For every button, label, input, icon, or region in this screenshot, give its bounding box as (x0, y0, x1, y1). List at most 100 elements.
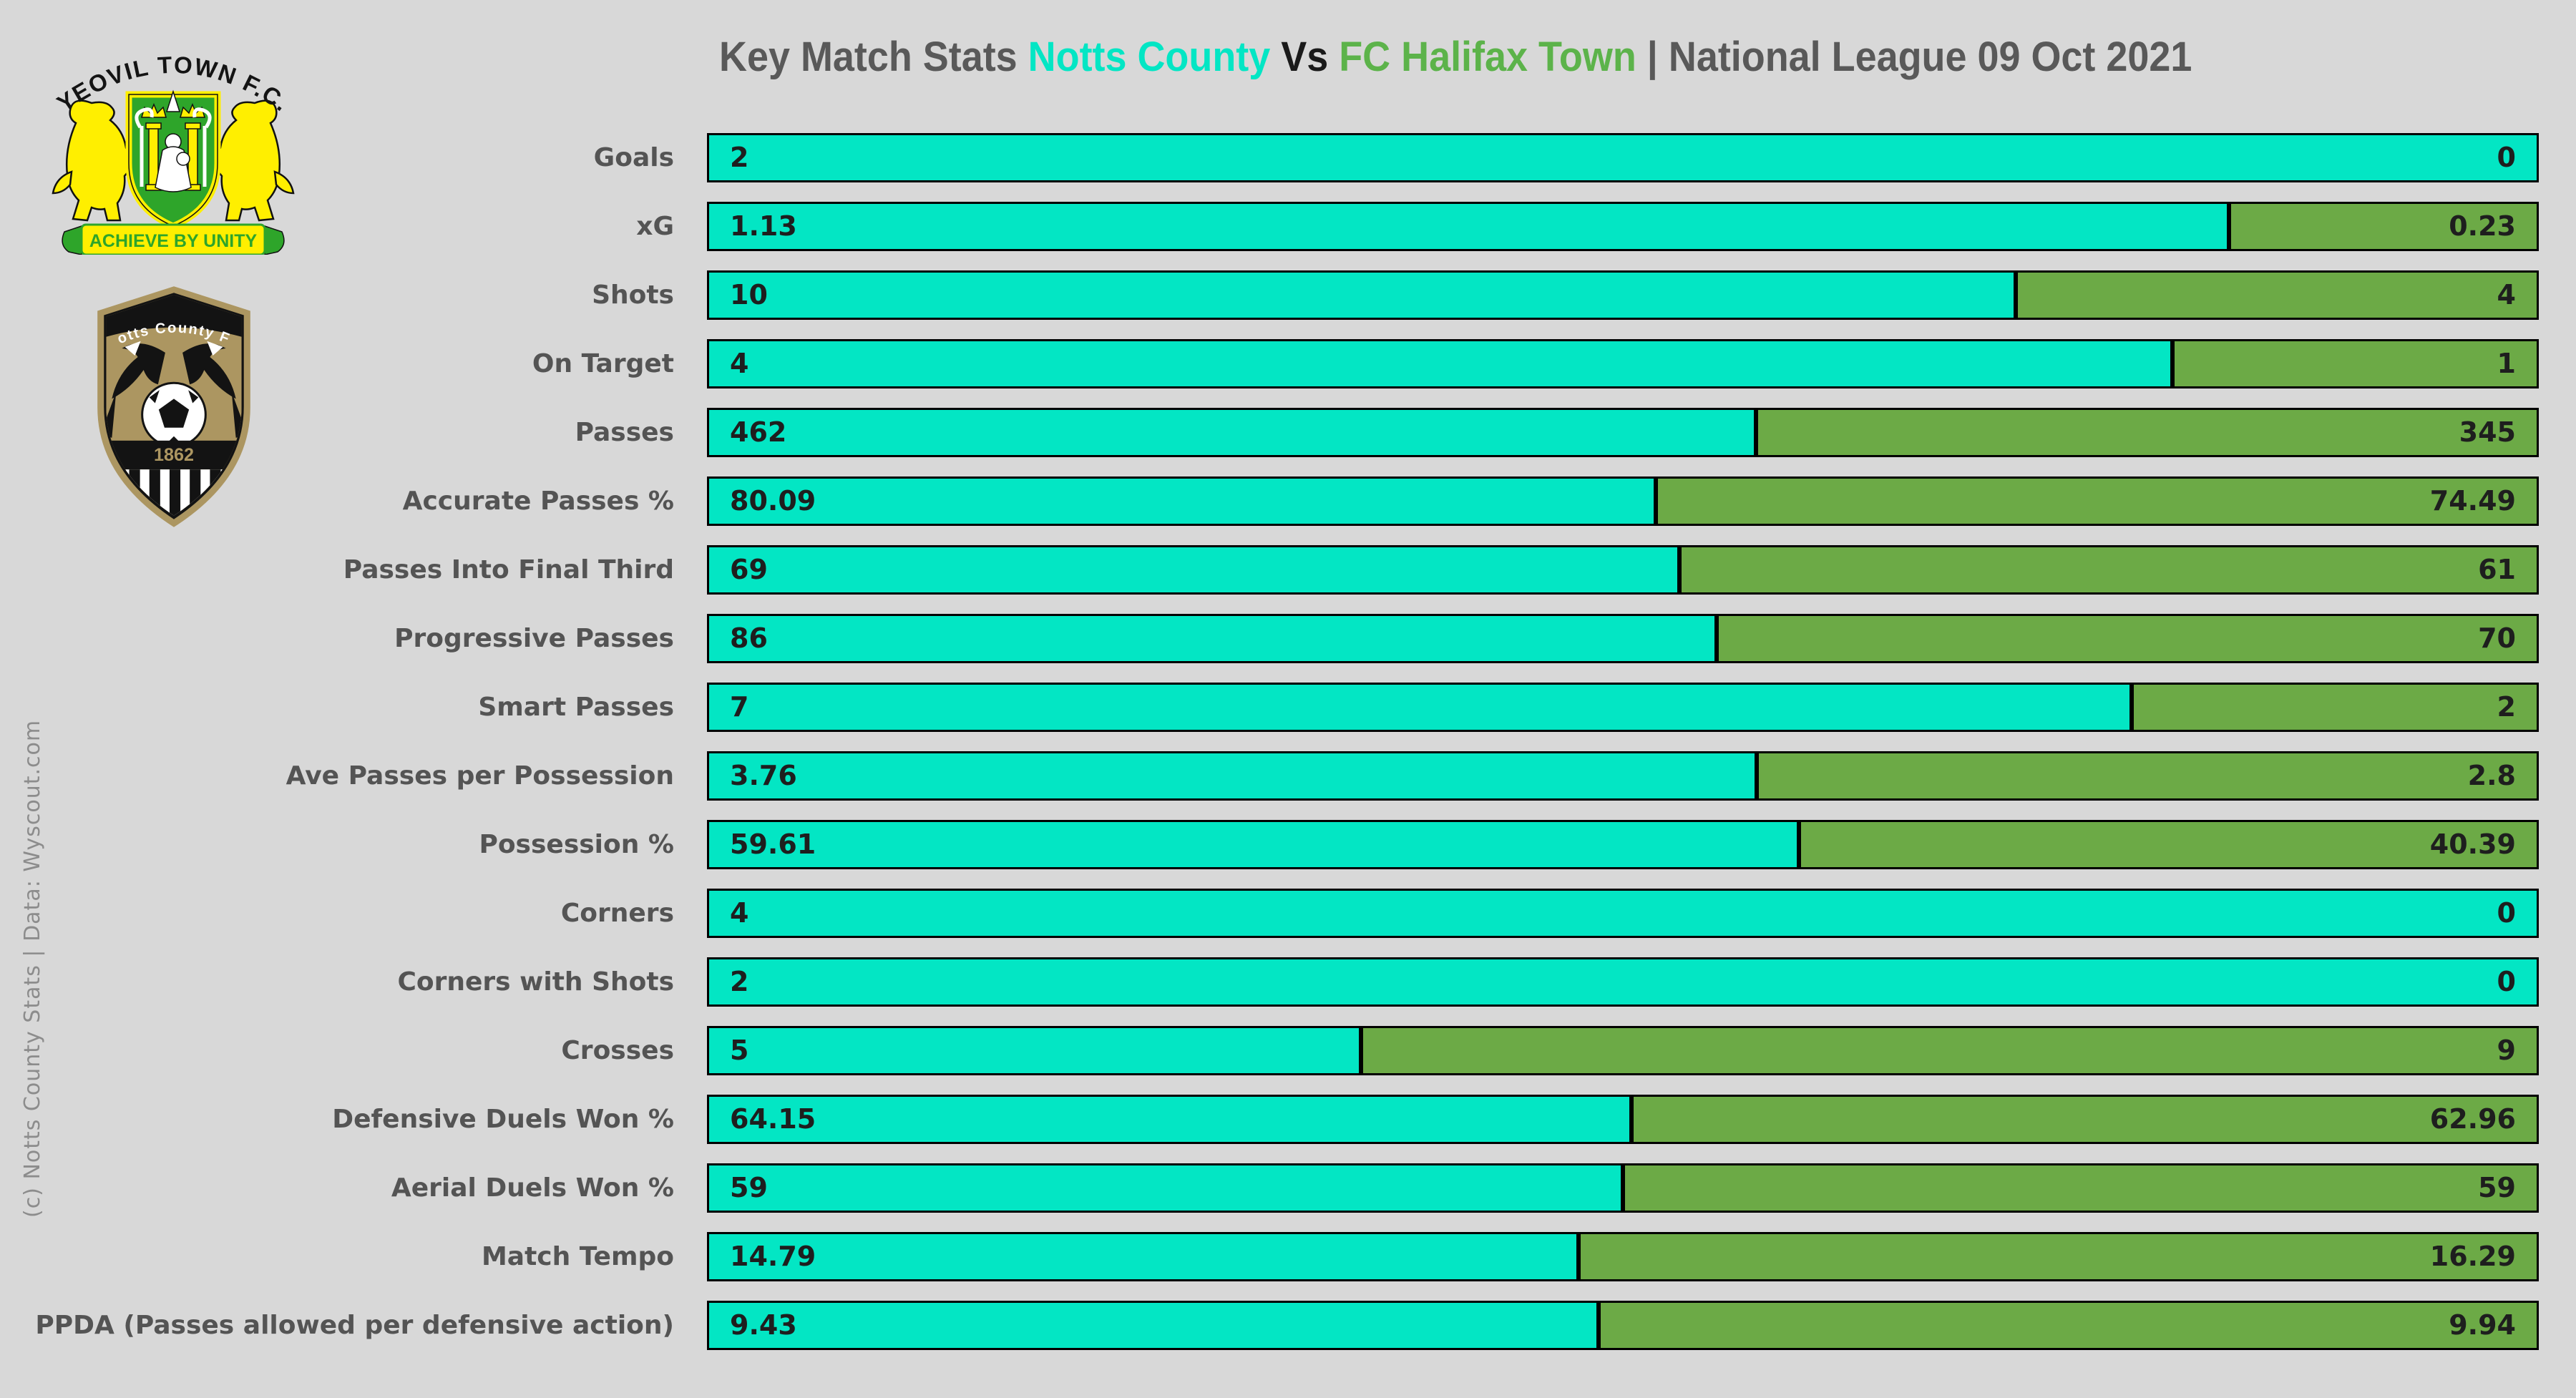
row-label: Ave Passes per Possession (286, 761, 674, 791)
value-team-a: 3.76 (730, 760, 797, 791)
row-label-cell: Shots (0, 280, 707, 310)
notts-county-crest: Notts County FC 1862 (80, 283, 250, 527)
value-team-a: 5 (730, 1035, 749, 1066)
bar-pair: 1.13 0.23 (707, 201, 2539, 251)
row-label: Corners (560, 898, 674, 928)
value-team-b: 74.49 (2429, 485, 2516, 517)
title-vs: Vs (1281, 34, 1329, 80)
bar-pair: 5 9 (707, 1025, 2539, 1075)
value-team-b: 9 (2497, 1035, 2516, 1066)
bar-team-b (1631, 1094, 2539, 1144)
row-label-cell: On Target (0, 349, 707, 378)
stat-row: xG 1.13 0.23 (0, 192, 2539, 260)
bar-pair: 14.79 16.29 (707, 1231, 2539, 1281)
value-team-a: 10 (730, 279, 768, 311)
value-team-a: 59.61 (730, 828, 816, 860)
bar-team-b (2132, 682, 2539, 732)
stat-row: Passes 462 345 (0, 398, 2539, 466)
stat-row: Crosses 5 9 (0, 1016, 2539, 1085)
value-team-b: 0 (2497, 966, 2516, 997)
bar-team-b (1623, 1163, 2539, 1213)
value-team-a: 4 (730, 897, 749, 929)
row-label-cell: Corners with Shots (0, 967, 707, 997)
row-label-cell: Progressive Passes (0, 624, 707, 653)
stat-row: On Target 4 1 (0, 329, 2539, 398)
chart-title: Key Match Stats Notts County Vs FC Halif… (719, 34, 2192, 80)
bar-team-a (707, 1025, 1362, 1075)
value-team-b: 0.23 (2449, 210, 2516, 242)
stat-row: Smart Passes 7 2 (0, 673, 2539, 741)
bar-team-b (1755, 407, 2539, 457)
value-team-b: 61 (2478, 554, 2516, 585)
stat-row: Shots 10 4 (0, 260, 2539, 329)
value-team-b: 2 (2497, 691, 2516, 723)
bar-team-a (707, 201, 2230, 251)
yeovil-shield (125, 89, 221, 230)
value-team-b: 4 (2497, 279, 2516, 311)
row-label: Accurate Passes % (402, 486, 674, 516)
football-icon (141, 381, 207, 448)
value-team-b: 0 (2497, 142, 2516, 173)
bar-team-a (707, 270, 2016, 320)
bar-team-b (1799, 819, 2539, 869)
title-prefix: Key Match Stats (719, 34, 1018, 80)
bar-pair: 69 61 (707, 544, 2539, 595)
stat-row: Passes Into Final Third 69 61 (0, 535, 2539, 604)
bar-team-a (707, 888, 2539, 938)
bar-team-b (1599, 1300, 2539, 1350)
row-label: Shots (592, 280, 674, 310)
lion-left-icon (52, 99, 150, 222)
value-team-b: 2.8 (2467, 760, 2516, 791)
bar-team-a (707, 819, 1800, 869)
row-label-cell: Smart Passes (0, 693, 707, 722)
bar-team-a (707, 338, 2172, 388)
title-suffix: | National League 09 Oct 2021 (1646, 34, 2192, 80)
bar-pair: 4 1 (707, 338, 2539, 388)
bar-pair: 59 59 (707, 1163, 2539, 1213)
value-team-a: 69 (730, 554, 768, 585)
row-label: Goals (593, 142, 674, 172)
row-label: On Target (532, 348, 674, 378)
row-label-cell: Passes (0, 418, 707, 447)
yeovil-motto-text: ACHIEVE BY UNITY (89, 231, 258, 251)
stat-row: Corners with Shots 2 0 (0, 947, 2539, 1016)
row-label: Progressive Passes (394, 623, 674, 653)
bar-team-b (1579, 1231, 2539, 1281)
row-label-cell: Possession % (0, 830, 707, 859)
title-team-b: FC Halifax Town (1339, 34, 1636, 80)
value-team-a: 462 (730, 416, 787, 448)
row-label: Smart Passes (478, 692, 674, 722)
bar-pair: 2 0 (707, 132, 2539, 182)
bar-team-a (707, 407, 1756, 457)
stat-row: Progressive Passes 86 70 (0, 604, 2539, 673)
magpies-icon (106, 341, 242, 438)
value-team-a: 9.43 (730, 1309, 797, 1341)
stat-row: PPDA (Passes allowed per defensive actio… (0, 1291, 2539, 1359)
bar-team-a (707, 751, 1757, 801)
row-label-cell: Match Tempo (0, 1242, 707, 1271)
bar-team-a (707, 957, 2539, 1007)
bar-team-b (1361, 1025, 2539, 1075)
value-team-a: 64.15 (730, 1103, 816, 1135)
value-team-a: 2 (730, 142, 749, 173)
value-team-a: 14.79 (730, 1241, 816, 1272)
bar-team-b (2172, 338, 2539, 388)
bar-pair: 3.76 2.8 (707, 751, 2539, 801)
row-label-cell: xG (0, 212, 707, 241)
bar-team-b (2229, 201, 2539, 251)
bar-team-b (1757, 751, 2539, 801)
value-team-a: 86 (730, 622, 768, 654)
value-team-b: 16.29 (2429, 1241, 2516, 1272)
bar-team-a (707, 544, 1679, 595)
row-label: Corners with Shots (397, 967, 674, 997)
bar-team-b (2015, 270, 2539, 320)
row-label-cell: Corners (0, 899, 707, 928)
stat-row: Match Tempo 14.79 16.29 (0, 1222, 2539, 1291)
row-label: Possession % (479, 829, 674, 859)
bar-team-a (707, 613, 1717, 663)
title-team-a: Notts County (1028, 34, 1271, 80)
value-team-b: 9.94 (2449, 1309, 2516, 1341)
bar-pair: 4 0 (707, 888, 2539, 938)
bar-team-a (707, 1231, 1579, 1281)
